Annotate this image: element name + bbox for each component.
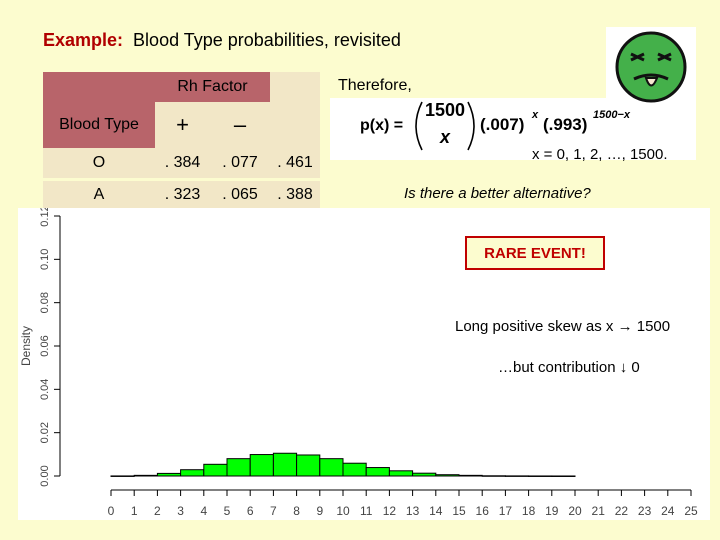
- y-tick-label: 0.04: [39, 379, 51, 400]
- x-tick-label: 4: [200, 504, 207, 518]
- rh-factor-header: Rh Factor: [155, 72, 270, 102]
- x-tick-label: 6: [247, 504, 254, 518]
- x-tick-label: 11: [360, 504, 373, 518]
- x-tick-label: 21: [592, 504, 606, 518]
- table-row-type: O: [43, 148, 155, 178]
- histogram-bar: [272, 452, 298, 477]
- histogram-bar: [458, 474, 483, 477]
- histogram-bar: [180, 469, 205, 477]
- rh-positive-header: +: [155, 102, 210, 148]
- sick-face-graphic: [615, 31, 687, 103]
- histogram-bar: [156, 472, 182, 477]
- skew-note: Long positive skew as x → 1500: [455, 318, 671, 335]
- histogram-bar: [528, 475, 553, 477]
- histogram-bar: [249, 454, 274, 477]
- title-lead: Example:: [43, 30, 124, 50]
- histogram-bar: [203, 463, 228, 477]
- x-tick-label: 14: [429, 504, 443, 518]
- x-tick-label: 2: [154, 504, 161, 518]
- x-tick-label: 18: [522, 504, 536, 518]
- left-paren: [415, 101, 423, 151]
- histogram-bar: [435, 474, 460, 477]
- y-tick-label: 0.00: [39, 465, 51, 486]
- x-tick-label: 10: [336, 504, 350, 518]
- x-tick-label: 9: [316, 504, 323, 518]
- alternative-question: Is there a better alternative?: [404, 185, 591, 202]
- x-tick-label: 3: [177, 504, 184, 518]
- y-tick-label: 0.12: [39, 208, 51, 227]
- histogram-bar: [342, 462, 367, 477]
- histogram-bar: [365, 467, 390, 477]
- contribution-note: …but contribution ↓ 0: [498, 359, 640, 376]
- histogram-bar: [412, 472, 437, 477]
- table-cell-neg: . 077: [210, 148, 270, 178]
- histogram-bar: [319, 458, 344, 477]
- x-tick-label: 13: [406, 504, 420, 518]
- p-exponent: x: [531, 109, 539, 121]
- title-text: Blood Type probabilities, revisited: [133, 30, 401, 50]
- x-tick-label: 15: [452, 504, 466, 518]
- histogram-bar: [226, 458, 251, 477]
- histogram-bar: [133, 474, 158, 477]
- x-tick-label: 5: [224, 504, 231, 518]
- binomial-formula: p(x) = 1500 x (.007) x (.993) 1500−x: [330, 98, 696, 160]
- histogram-bar: [388, 470, 414, 477]
- slide-title: Example: Blood Type probabilities, revisi…: [43, 30, 401, 51]
- binom-top: 1500: [425, 100, 465, 120]
- x-tick-label: 1: [131, 504, 138, 518]
- histogram-bar: [504, 475, 530, 477]
- table-cell-total: . 461: [270, 148, 320, 178]
- q-exponent: 1500−x: [593, 109, 631, 121]
- table-cell-total: . 388: [270, 181, 320, 209]
- x-tick-label: 22: [615, 504, 629, 518]
- right-paren: [467, 101, 475, 151]
- x-range-note: x = 0, 1, 2, …, 1500.: [532, 146, 668, 163]
- therefore-label: Therefore,: [338, 77, 412, 94]
- histogram-bar: [110, 475, 135, 477]
- x-tick-label: 12: [383, 504, 397, 518]
- x-tick-label: 8: [293, 504, 300, 518]
- x-tick-label: 17: [499, 504, 513, 518]
- table-filler: [270, 72, 320, 102]
- x-tick-label: 7: [270, 504, 277, 518]
- p-base: (.007): [480, 115, 524, 134]
- y-tick-label: 0.08: [39, 292, 51, 313]
- binom-bottom: x: [439, 127, 451, 147]
- x-tick-label: 16: [476, 504, 490, 518]
- table-cell-pos: . 323: [155, 181, 210, 209]
- y-tick-label: 0.02: [39, 422, 51, 443]
- table-cell-neg: . 065: [210, 181, 270, 209]
- x-tick-label: 23: [638, 504, 652, 518]
- rh-negative-header: –: [210, 102, 270, 148]
- x-tick-label: 0: [108, 504, 115, 518]
- y-axis-label: Density: [19, 326, 33, 366]
- table-filler: [270, 102, 320, 148]
- rare-event-callout: RARE EVENT!: [465, 236, 605, 270]
- formula-lhs: p(x) =: [360, 117, 403, 134]
- q-base: (.993): [543, 115, 587, 134]
- y-tick-label: 0.10: [39, 249, 51, 270]
- blood-type-header: Blood Type: [43, 102, 155, 148]
- sick-face-icon: [606, 27, 696, 105]
- histogram-bar: [551, 475, 576, 477]
- x-tick-label: 19: [545, 504, 559, 518]
- x-tick-label: 20: [568, 504, 582, 518]
- x-tick-label: 25: [684, 504, 698, 518]
- y-tick-label: 0.06: [39, 335, 51, 356]
- histogram-bar: [481, 475, 506, 477]
- histogram-bar: [296, 454, 321, 477]
- table-row-type: A: [43, 181, 155, 209]
- formula-graphic: p(x) = 1500 x (.007) x (.993) 1500−x: [360, 100, 631, 151]
- x-tick-label: 24: [661, 504, 675, 518]
- table-cell-pos: . 384: [155, 148, 210, 178]
- density-histogram: 0 1 2 3 4 5 6 7 8 9 10 11 12 13 14 15 16 17 18 19 20 21 22 23 24…: [19, 205, 698, 518]
- table-corner: [43, 72, 155, 102]
